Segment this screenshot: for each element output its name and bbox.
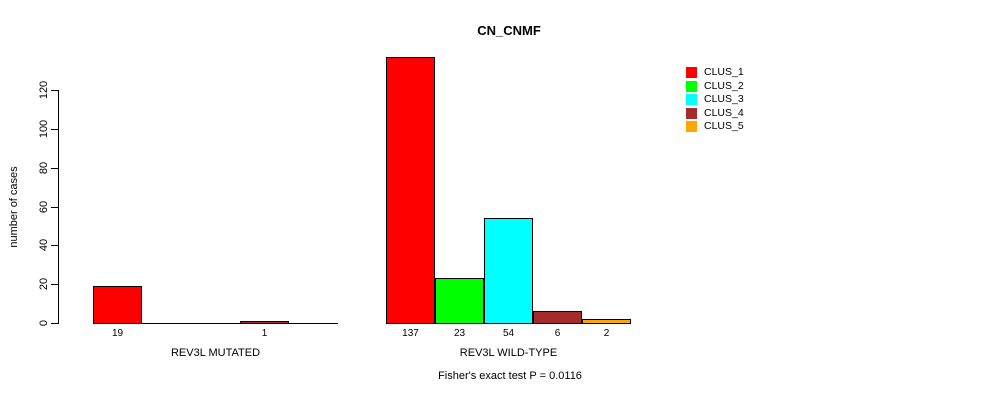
- legend-item: CLUS_5: [686, 120, 744, 134]
- legend-label: CLUS_2: [704, 79, 744, 92]
- y-tick: [51, 323, 58, 324]
- y-tick: [51, 128, 58, 130]
- legend-swatch-icon: [686, 121, 697, 133]
- bar-value-label: 54: [502, 328, 515, 339]
- y-tick: [51, 245, 58, 247]
- y-axis-label: number of cases: [8, 166, 20, 248]
- bar-value-label: 19: [111, 328, 124, 339]
- legend-label: CLUS_3: [704, 93, 744, 106]
- bar-clus_1: [93, 286, 142, 324]
- y-tick-label: 80: [38, 161, 50, 174]
- bar-clus_5: [582, 319, 631, 324]
- bar-value-label: 6: [554, 328, 561, 339]
- bar-value-label: 137: [402, 328, 419, 339]
- y-tick: [51, 167, 58, 169]
- legend-item: CLUS_1: [686, 66, 744, 80]
- bar-zero-clus_5: [289, 323, 338, 324]
- legend-item: CLUS_2: [686, 80, 744, 94]
- bar-value-label: 2: [603, 328, 610, 339]
- bar-clus_3: [484, 218, 533, 324]
- legend-label: CLUS_4: [704, 106, 744, 119]
- legend-label: CLUS_1: [704, 66, 744, 79]
- legend-swatch-icon: [686, 94, 697, 106]
- legend-item: CLUS_3: [686, 93, 744, 107]
- bar-clus_2: [435, 278, 484, 324]
- y-tick-label: 40: [38, 239, 50, 252]
- chart-title: CN_CNMF: [477, 23, 541, 38]
- y-tick: [51, 90, 58, 91]
- legend-item: CLUS_4: [686, 107, 744, 121]
- bar-clus_4: [240, 321, 289, 324]
- legend: CLUS_1 CLUS_2 CLUS_3 CLUS_4 CLUS_5: [686, 66, 744, 134]
- legend-swatch-icon: [686, 80, 697, 92]
- y-tick-label: 0: [38, 319, 50, 327]
- y-tick: [51, 284, 58, 286]
- bar-zero-clus_3: [191, 323, 240, 324]
- bar-clus_4: [533, 311, 582, 324]
- bar-value-label: 1: [261, 328, 268, 339]
- y-tick: [51, 206, 58, 208]
- legend-swatch-icon: [686, 107, 697, 119]
- bar-value-label: 23: [453, 328, 466, 339]
- x-category-label: REV3L MUTATED: [170, 347, 261, 359]
- y-tick-label: 100: [38, 119, 50, 139]
- y-tick-label: 60: [38, 200, 50, 213]
- y-tick-label: 20: [38, 278, 50, 291]
- x-category-label: REV3L WILD-TYPE: [459, 347, 558, 359]
- fisher-test-annotation: Fisher's exact test P = 0.0116: [438, 370, 582, 382]
- bar-zero-clus_2: [142, 323, 191, 324]
- legend-swatch-icon: [686, 67, 697, 79]
- y-axis-line: [58, 90, 59, 324]
- y-tick-label: 120: [38, 80, 50, 100]
- bar-clus_1: [386, 57, 435, 324]
- legend-label: CLUS_5: [704, 120, 744, 133]
